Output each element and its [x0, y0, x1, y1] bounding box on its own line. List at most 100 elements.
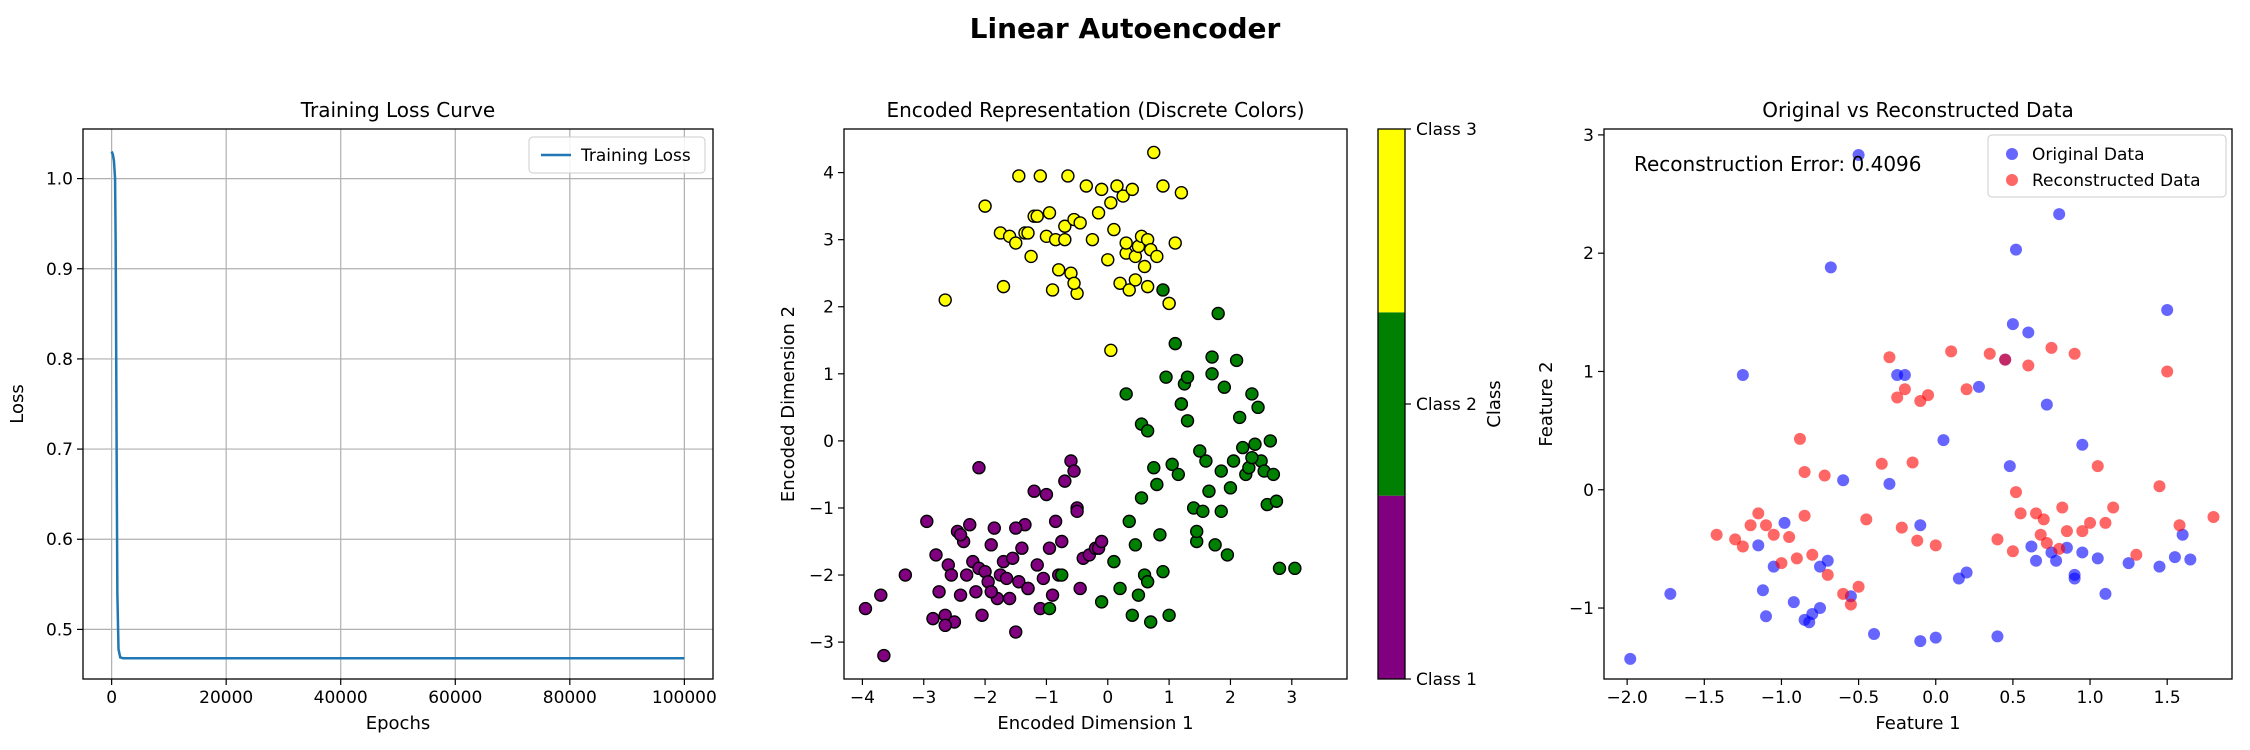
data-point — [1814, 602, 1827, 615]
y-tick-label: 1 — [1583, 362, 1594, 382]
x-tick-label: −4 — [850, 688, 875, 708]
colorbar-label: Class — [1484, 380, 1505, 427]
data-point — [1079, 179, 1094, 193]
data-point — [972, 461, 986, 475]
data-point — [1165, 457, 1179, 472]
x-tick-label: 1 — [1164, 688, 1175, 708]
data-point — [1156, 564, 1170, 579]
data-point — [1085, 232, 1100, 247]
data-point — [2161, 303, 2174, 316]
data-point — [1107, 554, 1121, 569]
data-point — [2173, 519, 2186, 532]
data-point — [1156, 283, 1170, 297]
data-point — [1094, 182, 1109, 197]
data-point — [1972, 380, 1985, 393]
data-point — [1162, 296, 1176, 311]
x-tick-label: −1 — [1034, 688, 1059, 708]
data-point — [1042, 601, 1057, 616]
data-point — [1122, 283, 1136, 297]
data-point — [1767, 528, 1780, 541]
x-tick-label: 60000 — [428, 688, 482, 708]
data-point — [1837, 587, 1850, 600]
data-point — [1058, 219, 1072, 233]
data-point — [1202, 484, 1216, 498]
y-axis-label: Encoded Dimension 2 — [778, 306, 799, 502]
data-point — [1624, 652, 1637, 665]
data-point — [944, 568, 959, 582]
axes-frame — [843, 128, 1348, 680]
data-point — [2161, 365, 2174, 378]
data-point — [2030, 554, 2043, 567]
data-point — [984, 538, 998, 552]
data-point — [1736, 369, 1749, 382]
x-tick-label: 20000 — [199, 688, 253, 708]
data-point — [1012, 575, 1026, 589]
data-point — [1821, 554, 1834, 567]
data-point — [1012, 169, 1026, 183]
legend-box — [1987, 134, 2227, 198]
data-point — [1960, 383, 1973, 396]
data-point — [1150, 477, 1164, 492]
data-point — [1875, 457, 1888, 470]
data-point — [1058, 474, 1072, 488]
data-point — [1895, 521, 1908, 534]
data-point — [938, 293, 952, 307]
y-tick-label: 0 — [823, 432, 834, 452]
data-point — [1208, 538, 1222, 552]
data-point — [1045, 588, 1060, 602]
data-point — [1137, 259, 1152, 274]
data-point — [1094, 595, 1109, 609]
data-point — [1844, 598, 1857, 611]
y-tick-label: 1.0 — [46, 170, 73, 190]
data-point — [1223, 481, 1238, 495]
axes-title: Original vs Reconstructed Data — [1762, 98, 2074, 122]
series-line-training-loss — [110, 151, 685, 660]
data-point — [920, 514, 934, 529]
x-tick-label: 80000 — [543, 688, 597, 708]
data-point — [858, 601, 873, 616]
data-point — [1125, 608, 1140, 622]
data-point — [1226, 454, 1241, 468]
series-class-1 — [858, 454, 1109, 663]
data-point — [1009, 236, 1023, 250]
data-point — [1024, 249, 1038, 264]
data-point — [1906, 456, 1919, 469]
data-point — [2091, 460, 2104, 473]
data-point — [1199, 454, 1213, 468]
data-point — [929, 548, 943, 562]
data-point — [1193, 444, 1207, 458]
data-point — [1042, 541, 1057, 555]
x-tick-label: 40000 — [314, 688, 368, 708]
data-point — [1104, 343, 1118, 358]
axes-title: Training Loss Curve — [300, 98, 496, 122]
data-point — [1174, 397, 1189, 411]
data-point — [1140, 575, 1155, 589]
data-point — [1147, 145, 1161, 160]
data-point — [984, 585, 998, 599]
data-point — [996, 279, 1011, 294]
data-point — [1960, 566, 1973, 579]
data-point — [1094, 534, 1109, 549]
data-point — [1055, 568, 1069, 582]
x-axis-label: Encoded Dimension 1 — [997, 713, 1193, 734]
data-point — [1868, 628, 1881, 641]
data-point — [1045, 283, 1060, 297]
data-point — [2053, 208, 2066, 221]
data-point — [1937, 434, 1950, 447]
data-point — [1211, 306, 1225, 321]
data-point — [1214, 464, 1228, 478]
data-point — [1116, 189, 1130, 203]
data-point — [2014, 507, 2027, 520]
data-point — [1159, 370, 1173, 384]
data-point — [2168, 551, 2181, 564]
data-point — [1752, 539, 1765, 552]
data-point — [1119, 236, 1133, 250]
data-point — [1162, 608, 1176, 622]
data-point — [975, 608, 989, 622]
data-point — [1150, 249, 1164, 264]
figure-title: Linear Autoencoder — [970, 12, 1281, 45]
x-axis-label: Feature 1 — [1875, 713, 1960, 734]
data-point — [1236, 440, 1250, 455]
data-point — [1945, 345, 1958, 358]
